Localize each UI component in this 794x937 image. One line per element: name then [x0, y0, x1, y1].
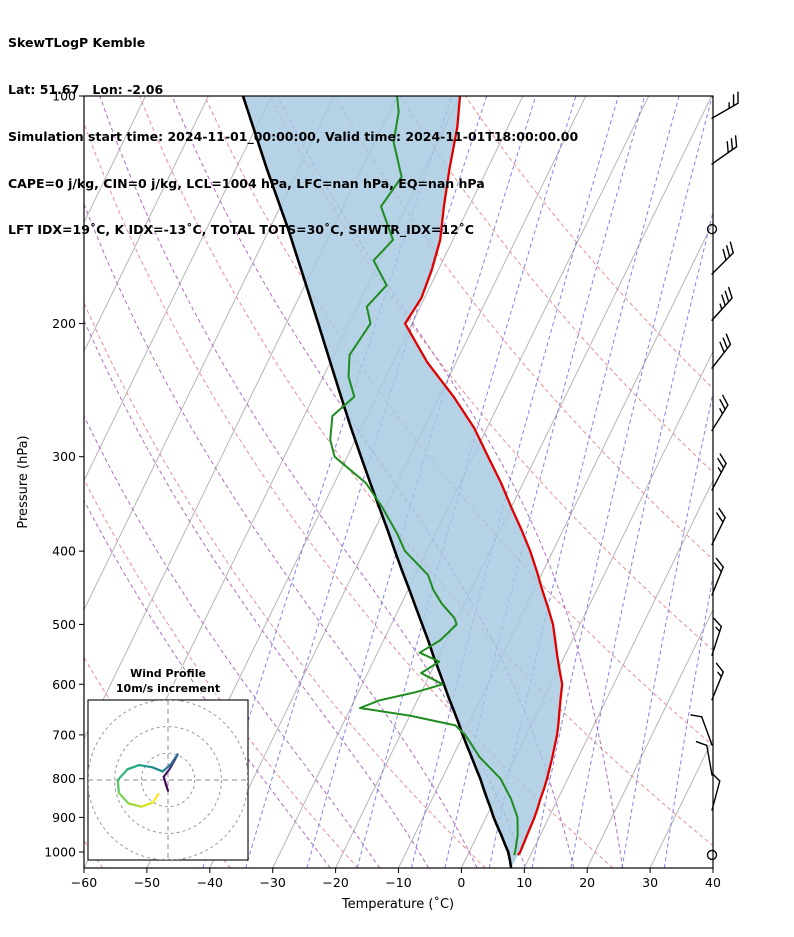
hodograph-trace-segment	[116, 768, 129, 782]
x-tick-label: 0	[457, 875, 465, 890]
wind-barb	[711, 557, 724, 596]
moist-adiabat-line	[84, 202, 478, 868]
dry-adiabat-line	[269, 96, 713, 651]
x-tick-label: 20	[579, 875, 595, 890]
dewpoint-curve	[329, 96, 519, 856]
mixing-ratio-line	[570, 210, 713, 868]
mixing-ratio-line	[245, 96, 488, 868]
mixing-ratio-line	[663, 573, 713, 868]
parcel-curve	[241, 96, 513, 868]
x-tick-label: −60	[71, 875, 97, 890]
y-tick-label: 400	[52, 544, 76, 559]
y-tick-label: 100	[52, 89, 76, 104]
x-tick-label: −10	[385, 875, 411, 890]
wind-barb	[711, 617, 722, 656]
dry-adiabat-line	[84, 301, 486, 868]
hodograph-ring	[114, 726, 222, 834]
isotherm-line	[649, 737, 713, 868]
hodograph-trace-segment	[162, 775, 167, 786]
hodograph-trace-segment	[117, 791, 130, 805]
dry-adiabat-line	[84, 478, 359, 868]
isotherm-line	[586, 608, 713, 868]
x-axis-title: Temperature (˚C)	[341, 896, 454, 912]
wind-barb-column	[690, 91, 739, 861]
sounding-curves	[241, 96, 564, 868]
hodograph-trace-segment	[127, 802, 143, 808]
wind-barb	[711, 135, 738, 165]
hodograph-trace-segment	[126, 763, 141, 771]
moist-adiabat-line	[84, 499, 331, 868]
y-tick-label: 700	[52, 727, 76, 742]
wind-barb	[695, 740, 713, 776]
temperature-curve	[403, 96, 564, 856]
shaded-area	[243, 96, 563, 868]
hodograph-title: Wind Profile	[130, 667, 206, 680]
wind-barb	[711, 286, 733, 321]
x-tick-label: −20	[322, 875, 348, 890]
header-times: Simulation start time: 2024-11-01_00:00:…	[8, 128, 579, 144]
hodograph-trace-segment	[150, 766, 164, 773]
calm-wind-marker	[706, 223, 718, 235]
hodograph-trace-segment	[116, 778, 120, 794]
isotherm-line	[335, 96, 713, 868]
wind-barb	[690, 714, 713, 746]
x-tick-label: 30	[642, 875, 658, 890]
x-tick-label: −30	[260, 875, 286, 890]
header: SkewTLogP Kemble Lat: 51.67 Lon: -2.06 S…	[8, 4, 578, 269]
wind-barb	[711, 394, 729, 432]
mixing-ratio-line	[356, 96, 577, 868]
hodograph-trace-segment	[170, 753, 179, 766]
isotherm-line	[84, 96, 272, 482]
calm-wind-marker	[706, 849, 718, 861]
wind-barb	[711, 772, 721, 811]
header-latlon: Lat: 51.67 Lon: -2.06	[8, 81, 164, 97]
hodograph-content	[88, 700, 248, 860]
dry-adiabat-line	[84, 121, 614, 868]
hodograph-trace-segment	[161, 762, 173, 773]
isotherm-line	[84, 96, 209, 353]
hodograph-trace-segment	[138, 763, 154, 769]
y-tick-label: 1000	[44, 844, 76, 859]
isotherm-line	[712, 866, 713, 868]
y-tick-label: 500	[52, 617, 76, 632]
x-tick-label: 10	[516, 875, 532, 890]
x-tick-label: −40	[197, 875, 223, 890]
x-tick-label: −50	[134, 875, 160, 890]
mixing-ratio-line	[531, 96, 713, 868]
cape-shading	[243, 96, 563, 868]
y-tick-label: 600	[52, 677, 76, 692]
hodograph-trace-segment	[140, 801, 155, 808]
hodograph-trace-segment	[164, 783, 170, 792]
wind-barb	[711, 333, 732, 369]
x-tick-label: 40	[705, 875, 721, 890]
dry-adiabat-line	[84, 656, 231, 868]
mixing-ratio-line	[621, 390, 713, 868]
moist-adiabat-line	[84, 414, 381, 868]
wind-barb	[711, 453, 727, 491]
y-tick-label: 200	[52, 316, 76, 331]
y-tick-label: 300	[52, 449, 76, 464]
isotherm-line	[523, 479, 713, 868]
y-tick-label: 800	[52, 771, 76, 786]
isotherm-line	[84, 96, 335, 611]
header-title: SkewTLogP Kemble	[8, 35, 146, 51]
wind-barb	[711, 507, 726, 546]
dry-adiabat-line	[334, 96, 713, 561]
hodograph-trace-segment	[151, 792, 160, 804]
y-tick-label: 900	[52, 810, 76, 825]
y-axis-title: Pressure (hPa)	[16, 435, 31, 528]
hodograph-trace-segment	[162, 767, 172, 778]
wind-barb	[711, 662, 724, 701]
header-indices: LFT IDX=19˚C, K IDX=-13˚C, TOTAL TOTS=30…	[8, 222, 475, 238]
hodograph-inset	[87, 699, 249, 861]
hodograph-subtitle: 10m/s increment	[116, 682, 220, 695]
moist-adiabat-line	[84, 319, 430, 868]
wind-barb	[711, 241, 734, 275]
header-cape-cin: CAPE=0 j/kg, CIN=0 j/kg, LCL=1004 hPa, L…	[8, 175, 485, 191]
hodograph-ring	[140, 752, 196, 808]
wind-barb	[711, 91, 739, 119]
